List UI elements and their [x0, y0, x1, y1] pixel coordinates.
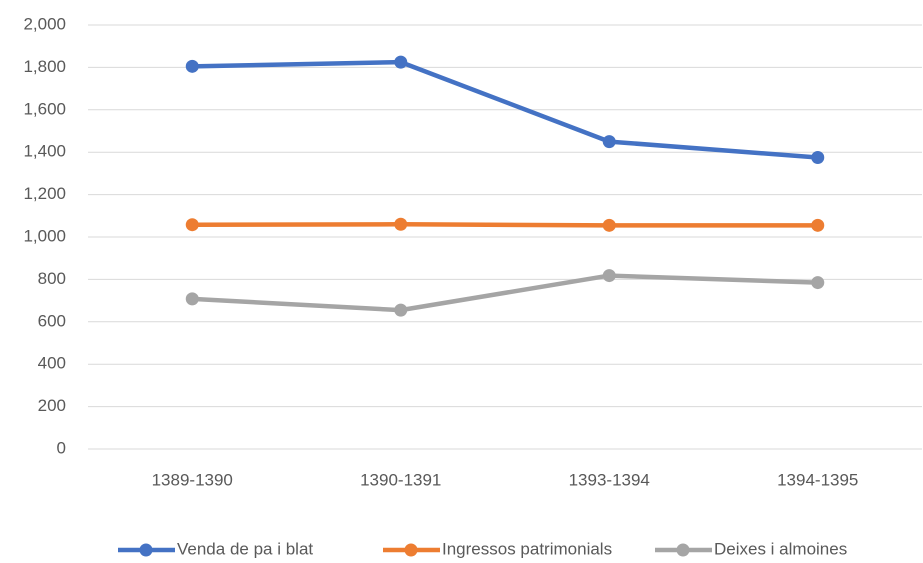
- data-point: [185, 292, 199, 306]
- x-tick-label: 1390-1391: [360, 470, 441, 489]
- y-tick-label: 800: [38, 269, 66, 288]
- data-point: [602, 218, 616, 232]
- legend-label: Deixes i almoines: [714, 539, 847, 558]
- data-point: [602, 135, 616, 149]
- y-tick-label: 1,600: [23, 99, 66, 118]
- x-tick-label: 1393-1394: [569, 470, 650, 489]
- y-tick-label: 1,800: [23, 57, 66, 76]
- data-point: [602, 269, 616, 283]
- y-tick-label: 1,400: [23, 142, 66, 161]
- series-line: [190, 59, 820, 160]
- y-tick-label: 400: [38, 354, 66, 373]
- legend-marker: [404, 543, 418, 557]
- x-tick-label: 1394-1395: [777, 470, 858, 489]
- data-point: [811, 276, 825, 290]
- data-point: [394, 55, 408, 69]
- y-tick-label: 0: [57, 438, 66, 457]
- data-point: [811, 218, 825, 232]
- legend-label: Venda de pa i blat: [177, 539, 313, 558]
- y-tick-label: 200: [38, 396, 66, 415]
- data-point: [394, 217, 408, 231]
- series-line: [190, 222, 820, 228]
- y-tick-label: 1,000: [23, 226, 66, 245]
- y-tick-label: 600: [38, 311, 66, 330]
- data-point: [185, 59, 199, 73]
- data-point: [811, 151, 825, 164]
- series-line: [190, 273, 820, 313]
- y-tick-label: 1,200: [23, 184, 66, 203]
- y-tick-label: 2,000: [23, 14, 66, 33]
- legend-marker: [139, 543, 153, 557]
- legend-marker: [676, 543, 690, 557]
- legend-label: Ingressos patrimonials: [442, 539, 612, 558]
- x-tick-label: 1389-1390: [152, 470, 233, 489]
- data-point: [394, 303, 408, 317]
- data-point: [185, 218, 199, 232]
